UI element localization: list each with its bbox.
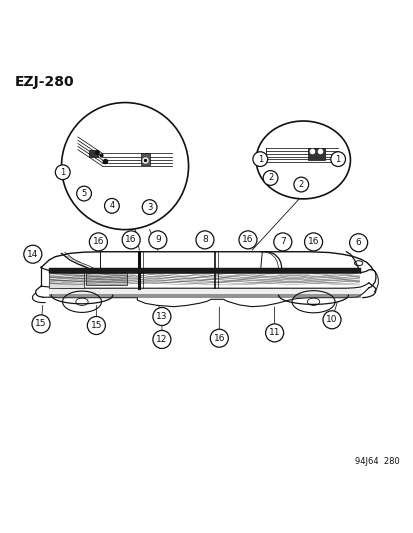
Circle shape <box>210 329 228 347</box>
Bar <box>141 153 150 165</box>
Bar <box>49 273 84 288</box>
Text: 9: 9 <box>154 236 160 244</box>
Text: 16: 16 <box>213 334 225 343</box>
Circle shape <box>322 311 340 329</box>
Circle shape <box>330 152 345 166</box>
Text: 10: 10 <box>325 316 337 324</box>
Bar <box>86 273 127 285</box>
Bar <box>308 149 324 160</box>
Text: 16: 16 <box>125 236 137 244</box>
Circle shape <box>195 231 214 249</box>
Circle shape <box>273 233 291 251</box>
Text: 11: 11 <box>268 328 280 337</box>
Circle shape <box>252 152 267 166</box>
Text: 1: 1 <box>335 155 340 164</box>
Text: 1: 1 <box>60 168 65 177</box>
Circle shape <box>152 308 171 326</box>
Circle shape <box>32 315 50 333</box>
Text: 12: 12 <box>156 335 167 344</box>
Circle shape <box>89 233 107 251</box>
Text: 13: 13 <box>156 312 167 321</box>
Circle shape <box>55 165 70 180</box>
Circle shape <box>238 231 256 249</box>
Text: 6: 6 <box>355 238 361 247</box>
Circle shape <box>263 171 277 185</box>
Text: 15: 15 <box>35 319 47 328</box>
Bar <box>89 150 98 157</box>
Text: 15: 15 <box>90 321 102 330</box>
Text: 16: 16 <box>242 236 253 244</box>
Circle shape <box>142 200 157 214</box>
Ellipse shape <box>256 121 349 199</box>
Bar <box>49 268 360 273</box>
Text: 5: 5 <box>81 189 86 198</box>
Circle shape <box>148 231 166 249</box>
Circle shape <box>87 317 105 335</box>
Text: 2: 2 <box>298 180 303 189</box>
Circle shape <box>265 324 283 342</box>
Circle shape <box>24 245 42 263</box>
Text: EZJ-280: EZJ-280 <box>14 75 74 88</box>
Circle shape <box>152 330 171 349</box>
Bar <box>49 289 360 297</box>
Bar <box>49 294 360 297</box>
Text: 4: 4 <box>109 201 114 211</box>
Circle shape <box>62 102 188 230</box>
Circle shape <box>293 177 308 192</box>
Circle shape <box>76 186 91 201</box>
Text: 2: 2 <box>267 173 273 182</box>
Text: 16: 16 <box>93 237 104 246</box>
Circle shape <box>104 198 119 213</box>
Circle shape <box>304 233 322 251</box>
Text: 94J64  280: 94J64 280 <box>354 457 399 466</box>
Circle shape <box>349 233 367 252</box>
Text: 1: 1 <box>257 155 262 164</box>
Text: 14: 14 <box>27 249 38 259</box>
Text: 16: 16 <box>307 237 318 246</box>
Text: 7: 7 <box>279 237 285 246</box>
Circle shape <box>122 231 140 249</box>
Text: 8: 8 <box>202 236 207 244</box>
Text: 3: 3 <box>147 203 152 212</box>
